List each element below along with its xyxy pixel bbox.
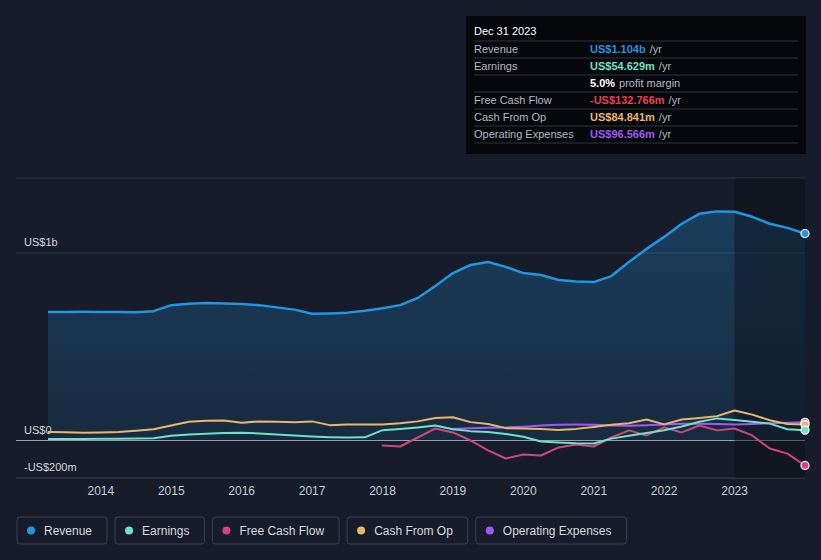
legend-item[interactable]: Cash From Op — [347, 517, 468, 544]
legend-box[interactable] — [212, 517, 339, 544]
grid: US$1b US$0 -US$200m — [16, 178, 805, 478]
background — [0, 0, 821, 560]
legend-swatch — [125, 527, 133, 535]
tooltip-value: US$54.629m — [590, 60, 655, 72]
legend-label: Free Cash Flow — [239, 524, 324, 538]
x-tick-label: 2022 — [651, 484, 678, 498]
x-tick-label: 2019 — [440, 484, 467, 498]
legend-item[interactable]: Free Cash Flow — [212, 517, 339, 544]
tooltip-row: US$54.629m/yr — [590, 60, 671, 72]
legend-swatch — [357, 527, 365, 535]
series-line — [48, 418, 805, 443]
legend: Revenue Earnings Free Cash Flow Cash From O… — [17, 517, 627, 544]
legend-item[interactable]: Revenue — [17, 517, 107, 544]
legend-box[interactable] — [115, 517, 204, 544]
legend-box[interactable] — [347, 517, 468, 544]
tooltip-unit: /yr — [659, 60, 672, 72]
legend-swatch — [486, 527, 494, 535]
tooltip-separator — [474, 143, 798, 144]
axis-frame — [16, 178, 805, 179]
x-tick-label: 2021 — [580, 484, 607, 498]
legend-label: Operating Expenses — [503, 524, 612, 538]
tooltip-unit: /yr — [659, 111, 672, 123]
tooltip-separator — [474, 41, 798, 42]
x-tick-label: 2023 — [721, 484, 748, 498]
tooltip-unit: /yr — [669, 94, 682, 106]
y-tick-label: US$1b — [24, 236, 58, 248]
grid-line — [16, 478, 805, 479]
tooltip-label: Earnings — [474, 60, 518, 72]
series-line — [382, 426, 805, 466]
tooltip-separator — [474, 58, 798, 59]
tooltip-label: Revenue — [474, 43, 518, 55]
tooltip-separator — [474, 109, 798, 110]
tooltip-separator — [474, 92, 798, 93]
tooltip-label: Cash From Op — [474, 111, 546, 123]
tooltip-row: US$96.566m/yr — [590, 128, 671, 140]
tooltip-row: 5.0% profit margin — [590, 77, 680, 89]
legend-box[interactable] — [476, 517, 627, 544]
tooltip-separator — [474, 75, 798, 76]
tooltip-unit: /yr — [659, 128, 672, 140]
end-markers — [801, 230, 809, 470]
x-tick-label: 2015 — [158, 484, 185, 498]
area-fill — [48, 211, 805, 440]
series-line — [48, 211, 805, 313]
legend-box[interactable] — [17, 517, 107, 544]
tooltip-value: -US$132.766m — [590, 94, 665, 106]
tooltip-value: 5.0% — [590, 77, 615, 89]
legend-item[interactable]: Earnings — [115, 517, 204, 544]
tooltip-value: US$84.841m — [590, 111, 655, 123]
y-tick-label: US$0 — [24, 424, 52, 436]
chart: US$1b US$0 -US$200m 2014 2015 2016 2017 2018 201… — [0, 0, 821, 560]
tooltip-row: US$1.104b/yr — [590, 43, 662, 55]
legend-label: Earnings — [142, 524, 189, 538]
legend-label: Cash From Op — [374, 524, 453, 538]
end-marker — [801, 461, 809, 469]
tooltip-note: profit margin — [619, 77, 680, 89]
tooltip-value: US$1.104b — [590, 43, 646, 55]
x-tick-label: 2018 — [369, 484, 396, 498]
legend-item[interactable]: Operating Expenses — [476, 517, 627, 544]
tooltip-row: US$84.841m/yr — [590, 111, 671, 123]
plot-area — [48, 178, 805, 478]
axis-frame — [16, 478, 805, 479]
tooltip: Dec 31 2023 Revenue US$1.104b/yr Earnings US… — [466, 16, 806, 154]
tooltip-separator — [474, 126, 798, 127]
tooltip-row: -US$132.766m/yr — [590, 94, 681, 106]
legend-swatch — [222, 527, 230, 535]
x-tick-label: 2016 — [228, 484, 255, 498]
tooltip-unit: /yr — [650, 43, 663, 55]
end-marker — [801, 230, 809, 238]
tooltip-value: US$96.566m — [590, 128, 655, 140]
x-tick-label: 2014 — [87, 484, 114, 498]
legend-swatch — [27, 527, 35, 535]
end-marker — [801, 426, 809, 434]
x-tick-label: 2020 — [510, 484, 537, 498]
x-tick-label: 2017 — [299, 484, 326, 498]
tooltip-title: Dec 31 2023 — [474, 25, 536, 37]
tooltip-label: Operating Expenses — [474, 128, 574, 140]
legend-label: Revenue — [44, 524, 92, 538]
tooltip-box — [466, 16, 806, 154]
tooltip-label: Free Cash Flow — [474, 94, 552, 106]
y-tick-label: -US$200m — [24, 461, 77, 473]
